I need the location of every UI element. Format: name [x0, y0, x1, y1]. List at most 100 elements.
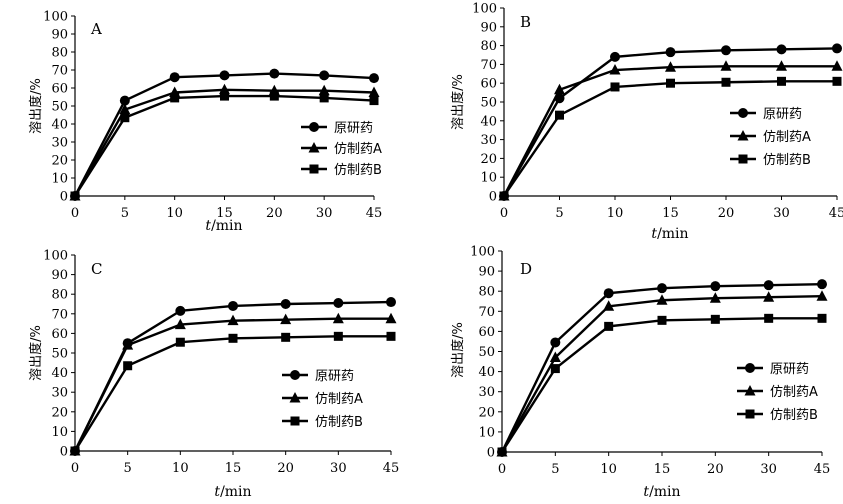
legend-label: 仿制药A — [770, 385, 818, 400]
legend-label: 仿制药B — [763, 153, 811, 168]
data-point-circle — [832, 43, 842, 54]
y-tick-label: 20 — [478, 405, 495, 420]
data-point-square — [281, 332, 291, 342]
legend-label: 原研药 — [770, 362, 809, 377]
y-axis-label: 溶出度/% — [450, 322, 466, 378]
data-point-square — [555, 110, 564, 120]
x-axis-label: t/min — [643, 484, 680, 500]
data-point-triangle — [385, 312, 397, 324]
panel-a: 0 10 20 30 40 50 60 70 80 90 100 0 5 10 15 20 30 45 A 溶出度/%… — [28, 10, 382, 235]
y-tick-label: 20 — [51, 405, 68, 420]
data-point-circle — [721, 45, 731, 56]
legend-marker-circle — [290, 370, 300, 380]
y-tick-label: 40 — [51, 118, 68, 133]
x-tick-label: 5 — [124, 461, 132, 476]
y-tick-label: 90 — [51, 28, 68, 43]
legend-label: 仿制药B — [315, 415, 363, 430]
data-point-square — [70, 191, 80, 201]
data-point-triangle — [665, 61, 676, 72]
y-tick-label: 10 — [51, 425, 68, 440]
legend-marker-circle — [738, 108, 748, 118]
y-tick-label: 90 — [480, 20, 497, 35]
data-point-square — [319, 93, 329, 103]
y-tick-label: 70 — [51, 307, 68, 322]
x-tick-label: 10 — [607, 206, 624, 221]
data-point-circle — [610, 51, 620, 62]
legend-label: 原研药 — [315, 369, 354, 384]
x-tick-label: 45 — [829, 206, 843, 221]
data-point-triangle — [709, 292, 721, 303]
legend-label: 原研药 — [334, 121, 373, 136]
x-axis-label: t/min — [214, 484, 251, 500]
data-point-circle — [763, 280, 774, 291]
y-tick-label: 100 — [472, 2, 497, 17]
data-point-triangle — [554, 83, 565, 95]
data-point-circle — [817, 279, 827, 290]
data-point-square — [123, 361, 133, 371]
data-point-circle — [280, 299, 291, 309]
data-point-circle — [269, 68, 280, 79]
data-point-circle — [776, 44, 787, 55]
x-axis-label-unit: /min — [220, 484, 252, 500]
x-tick-label: 10 — [600, 462, 617, 477]
x-tick-label: 30 — [760, 462, 777, 477]
x-tick-label: 30 — [330, 461, 347, 476]
data-point-circle — [228, 300, 238, 311]
legend-marker-circle — [745, 363, 755, 373]
legend-marker-square — [309, 164, 319, 174]
x-tick-label: 5 — [121, 206, 129, 221]
y-tick-label: 30 — [478, 385, 495, 400]
x-tick-label: 45 — [383, 461, 400, 476]
y-tick-label: 30 — [51, 386, 68, 401]
data-point-triangle — [603, 300, 615, 311]
x-axis-label-var: t — [643, 484, 649, 500]
data-point-triangle — [831, 60, 843, 71]
legend-label: 仿制药A — [315, 392, 363, 407]
data-point-square — [170, 93, 180, 103]
legend-marker-square — [745, 409, 755, 419]
y-tick-label: 70 — [480, 58, 497, 73]
panel-b: 0 10 20 30 40 50 60 70 80 90 100 0 5 10 15 20 30 45 B 溶出度/%… — [450, 2, 843, 243]
data-point-square — [333, 331, 343, 341]
x-tick-label: 20 — [707, 462, 724, 477]
x-tick-label: 20 — [266, 206, 283, 221]
y-tick-label: 60 — [51, 82, 68, 97]
data-point-square — [228, 333, 238, 343]
y-axis-label: 溶出度/% — [450, 74, 466, 130]
data-point-triangle — [174, 318, 186, 330]
data-point-circle — [665, 47, 676, 58]
y-tick-label: 40 — [478, 365, 495, 380]
legend-marker-triangle — [744, 385, 756, 396]
x-tick-label: 0 — [71, 461, 79, 476]
y-tick-label: 60 — [478, 325, 495, 340]
y-tick-label: 80 — [51, 46, 68, 61]
data-point-square — [817, 313, 827, 323]
y-tick-label: 10 — [51, 172, 68, 187]
y-tick-label: 60 — [480, 77, 497, 92]
x-tick-label: 15 — [225, 461, 242, 476]
y-tick-label: 10 — [480, 171, 497, 186]
data-point-triangle — [763, 291, 775, 302]
data-point-circle — [550, 337, 561, 348]
x-tick-label: 0 — [71, 206, 79, 221]
y-tick-label: 50 — [51, 100, 68, 115]
x-tick-label: 15 — [216, 206, 233, 221]
x-tick-label: 5 — [555, 206, 563, 221]
x-axis-label: t/min — [651, 226, 688, 242]
y-tick-label: 20 — [51, 154, 68, 169]
panel-d: 0 10 20 30 40 50 60 70 80 90 100 0 5 10 15 20 30 45 D 溶出度/%… — [450, 245, 830, 501]
legend-marker-triangle — [737, 130, 749, 141]
x-axis-label: t/min — [205, 218, 242, 234]
data-point-circle — [657, 283, 667, 294]
data-point-circle — [219, 70, 230, 81]
x-tick-label: 10 — [166, 206, 183, 221]
y-tick-label: 30 — [480, 133, 497, 148]
legend-label: 仿制药A — [763, 130, 811, 145]
y-tick-label: 50 — [480, 96, 497, 111]
legend-label: 仿制药A — [334, 142, 382, 157]
data-point-triangle — [280, 313, 292, 325]
y-tick-label: 0 — [60, 190, 68, 205]
data-point-square — [220, 91, 229, 101]
